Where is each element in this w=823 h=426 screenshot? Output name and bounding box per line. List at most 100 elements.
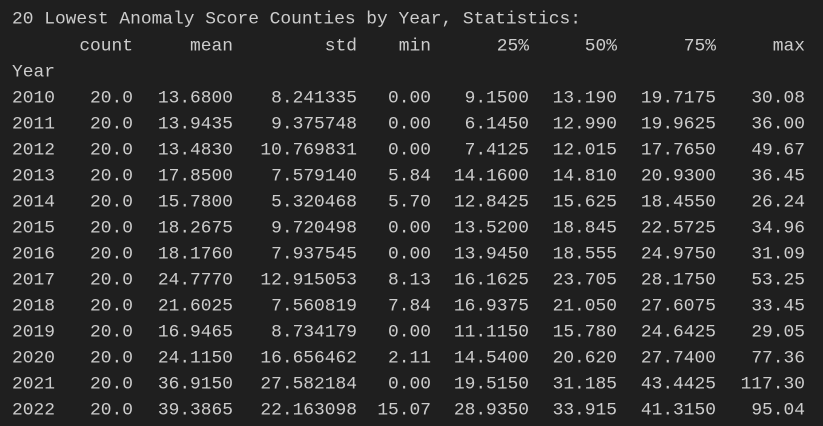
cell: 15.7800	[158, 193, 233, 213]
column-header: max	[773, 37, 805, 57]
cell: 24.9750	[641, 245, 716, 265]
cell: 6.1450	[465, 115, 529, 135]
cell: 20.9300	[641, 167, 716, 187]
row-index: 2021	[12, 375, 55, 395]
cell: 19.9625	[641, 115, 716, 135]
cell: 0.00	[388, 89, 431, 109]
cell: 22.5725	[641, 219, 716, 239]
row-index: 2014	[12, 193, 55, 213]
column-header: 50%	[585, 37, 617, 57]
cell: 9.375748	[271, 115, 357, 135]
cell: 8.734179	[271, 323, 357, 343]
cell: 13.5200	[454, 219, 529, 239]
cell: 14.810	[553, 167, 617, 187]
cell: 17.7650	[641, 141, 716, 161]
row-index: 2017	[12, 271, 55, 291]
cell: 7.579140	[271, 167, 357, 187]
cell: 18.1760	[158, 245, 233, 265]
cell: 0.00	[388, 245, 431, 265]
cell: 20.0	[90, 401, 133, 421]
cell: 15.780	[553, 323, 617, 343]
cell: 16.1625	[454, 271, 529, 291]
cell: 36.9150	[158, 375, 233, 395]
cell: 13.9435	[158, 115, 233, 135]
cell: 31.185	[553, 375, 617, 395]
cell: 29.05	[751, 323, 805, 343]
cell: 24.7770	[158, 271, 233, 291]
cell: 77.36	[751, 349, 805, 369]
cell: 36.00	[751, 115, 805, 135]
cell: 95.04	[751, 401, 805, 421]
cell: 16.9465	[158, 323, 233, 343]
cell: 27.582184	[260, 375, 357, 395]
cell: 15.07	[377, 401, 431, 421]
cell: 12.015	[553, 141, 617, 161]
cell: 28.9350	[454, 401, 529, 421]
column-header: 75%	[684, 37, 716, 57]
cell: 14.1600	[454, 167, 529, 187]
row-index: 2012	[12, 141, 55, 161]
column-header: min	[399, 37, 431, 57]
cell: 12.990	[553, 115, 617, 135]
cell: 5.320468	[271, 193, 357, 213]
cell: 0.00	[388, 115, 431, 135]
row-index: 2015	[12, 219, 55, 239]
cell: 0.00	[388, 375, 431, 395]
cell: 20.0	[90, 297, 133, 317]
cell: 18.2675	[158, 219, 233, 239]
cell: 14.5400	[454, 349, 529, 369]
row-index: 2010	[12, 89, 55, 109]
cell: 53.25	[751, 271, 805, 291]
cell: 20.0	[90, 89, 133, 109]
cell: 41.3150	[641, 401, 716, 421]
row-index: 2013	[12, 167, 55, 187]
cell: 17.8500	[158, 167, 233, 187]
cell: 8.13	[388, 271, 431, 291]
row-index: 2011	[12, 115, 55, 135]
cell: 10.769831	[260, 141, 357, 161]
cell: 9.720498	[271, 219, 357, 239]
cell: 0.00	[388, 141, 431, 161]
cell: 12.915053	[260, 271, 357, 291]
cell: 20.0	[90, 167, 133, 187]
cell: 43.4425	[641, 375, 716, 395]
cell: 20.0	[90, 271, 133, 291]
column-header: 25%	[497, 37, 529, 57]
cell: 23.705	[553, 271, 617, 291]
cell: 16.656462	[260, 349, 357, 369]
cell: 24.6425	[641, 323, 716, 343]
cell: 12.8425	[454, 193, 529, 213]
cell: 20.0	[90, 349, 133, 369]
cell: 20.0	[90, 219, 133, 239]
cell: 13.9450	[454, 245, 529, 265]
row-index: 2018	[12, 297, 55, 317]
cell: 22.163098	[260, 401, 357, 421]
cell: 26.24	[751, 193, 805, 213]
cell: 34.96	[751, 219, 805, 239]
cell: 7.937545	[271, 245, 357, 265]
cell: 9.1500	[465, 89, 529, 109]
cell: 24.1150	[158, 349, 233, 369]
cell: 21.050	[553, 297, 617, 317]
row-index: 2016	[12, 245, 55, 265]
cell: 13.6800	[158, 89, 233, 109]
cell: 20.0	[90, 115, 133, 135]
cell: 5.70	[388, 193, 431, 213]
cell: 20.0	[90, 323, 133, 343]
cell: 31.09	[751, 245, 805, 265]
cell: 20.620	[553, 349, 617, 369]
cell: 13.190	[553, 89, 617, 109]
cell: 2.11	[388, 349, 431, 369]
cell: 0.00	[388, 219, 431, 239]
cell: 8.241335	[271, 89, 357, 109]
cell: 19.7175	[641, 89, 716, 109]
cell: 7.84	[388, 297, 431, 317]
cell: 5.84	[388, 167, 431, 187]
cell: 49.67	[751, 141, 805, 161]
column-header: count	[79, 37, 133, 57]
cell: 7.560819	[271, 297, 357, 317]
cell: 20.0	[90, 141, 133, 161]
